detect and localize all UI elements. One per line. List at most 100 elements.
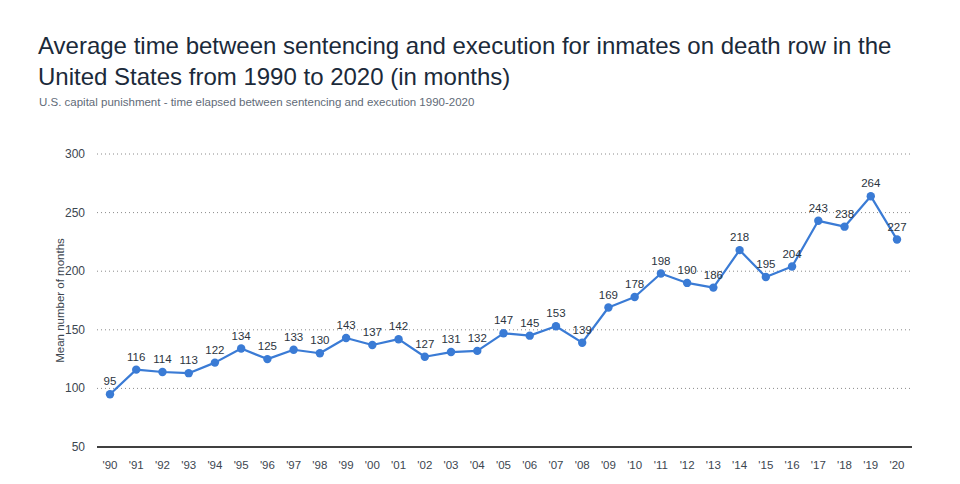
data-label: 122 [205, 344, 224, 356]
y-tick-label: 150 [65, 323, 85, 337]
data-label: 169 [599, 289, 618, 301]
x-tick-label: '03 [444, 459, 459, 471]
marker [683, 279, 691, 287]
x-tick-label: '91 [129, 459, 144, 471]
x-tick-label: '94 [207, 459, 223, 471]
x-tick-label: '13 [706, 459, 721, 471]
data-label: 130 [310, 334, 329, 346]
data-label: 227 [887, 221, 906, 233]
axis-line [97, 446, 912, 448]
data-label: 139 [573, 324, 592, 336]
data-label: 145 [520, 317, 539, 329]
x-tick-label: '05 [496, 459, 511, 471]
marker [788, 262, 796, 270]
marker [447, 348, 455, 356]
marker [237, 344, 245, 352]
x-tick-label: '93 [181, 459, 196, 471]
data-label: 147 [494, 314, 513, 326]
x-tick-label: '98 [312, 459, 327, 471]
marker [552, 322, 560, 330]
grid-line [97, 212, 912, 213]
data-label: 198 [651, 255, 670, 267]
data-label: 264 [861, 177, 881, 189]
x-tick-label: '02 [417, 459, 432, 471]
marker [473, 347, 481, 355]
x-tick-label: '01 [391, 459, 406, 471]
marker [604, 303, 612, 311]
x-tick-label: '97 [286, 459, 301, 471]
grid-line [97, 154, 912, 155]
x-tick-label: '20 [890, 459, 905, 471]
data-label: 131 [441, 333, 460, 345]
x-tick-label: '11 [654, 459, 668, 471]
x-tick-label: '09 [601, 459, 616, 471]
x-tick-label: '99 [339, 459, 354, 471]
data-label: 190 [678, 264, 697, 276]
marker [578, 338, 586, 346]
data-label: 142 [389, 320, 408, 332]
y-tick-label: 200 [65, 264, 85, 278]
data-label: 243 [809, 202, 828, 214]
marker [368, 341, 376, 349]
marker [316, 349, 324, 357]
data-label: 218 [730, 231, 749, 243]
x-tick-label: '00 [365, 459, 380, 471]
x-tick-label: '90 [103, 459, 118, 471]
series [106, 192, 901, 398]
data-label: 127 [415, 338, 434, 350]
x-tick-label: '15 [758, 459, 773, 471]
marker [132, 365, 140, 373]
x-tick-label: '10 [627, 459, 642, 471]
marker [814, 217, 822, 225]
x-tick-label: '95 [234, 459, 249, 471]
subtitle: U.S. capital punishment - time elapsed b… [39, 96, 474, 108]
x-tick-label: '04 [470, 459, 486, 471]
x-tick-label: '06 [522, 459, 537, 471]
data-label: 114 [153, 353, 172, 365]
marker [421, 353, 429, 361]
data-label: 95 [104, 375, 117, 387]
marker [657, 269, 665, 277]
y-tick-label: 300 [65, 147, 85, 161]
marker [526, 331, 534, 339]
marker [211, 358, 219, 366]
marker [709, 283, 717, 291]
x-tick-label: '96 [260, 459, 275, 471]
data-label: 134 [232, 330, 252, 342]
marker [158, 368, 166, 376]
marker [499, 329, 507, 337]
marker [394, 335, 402, 343]
x-tick-label: '17 [811, 459, 826, 471]
marker [840, 222, 848, 230]
chart: 50 100 150 200 250 300 Mean number of months '9… [0, 0, 960, 484]
title: Average time between sentencing and exec… [38, 30, 938, 92]
marker [106, 390, 114, 398]
y-tick-label: 250 [65, 206, 85, 220]
x-tick-label: '12 [680, 459, 695, 471]
marker [735, 246, 743, 254]
line [110, 196, 897, 394]
data-label: 125 [258, 340, 277, 352]
x-tick-label: '92 [155, 459, 170, 471]
data-label: 204 [782, 248, 802, 260]
data-label: 195 [756, 258, 775, 270]
x-tick-label: '19 [863, 459, 878, 471]
y-tick-label: 100 [65, 381, 85, 395]
y-axis-label: Mean number of months [54, 238, 66, 363]
marker [342, 334, 350, 342]
data-label: 238 [835, 208, 854, 220]
x-tick-label: '16 [785, 459, 800, 471]
data-label: 137 [363, 326, 382, 338]
data-label: 153 [546, 307, 565, 319]
y-tick-label: 50 [72, 440, 86, 454]
data-label: 116 [127, 351, 145, 363]
marker [893, 235, 901, 243]
grid-line [97, 271, 912, 272]
marker [762, 273, 770, 281]
x-tick-label: '18 [837, 459, 852, 471]
x-tick-label: '07 [548, 459, 563, 471]
marker [867, 192, 875, 200]
marker [289, 346, 297, 354]
grid-line [97, 388, 912, 389]
marker [630, 293, 638, 301]
